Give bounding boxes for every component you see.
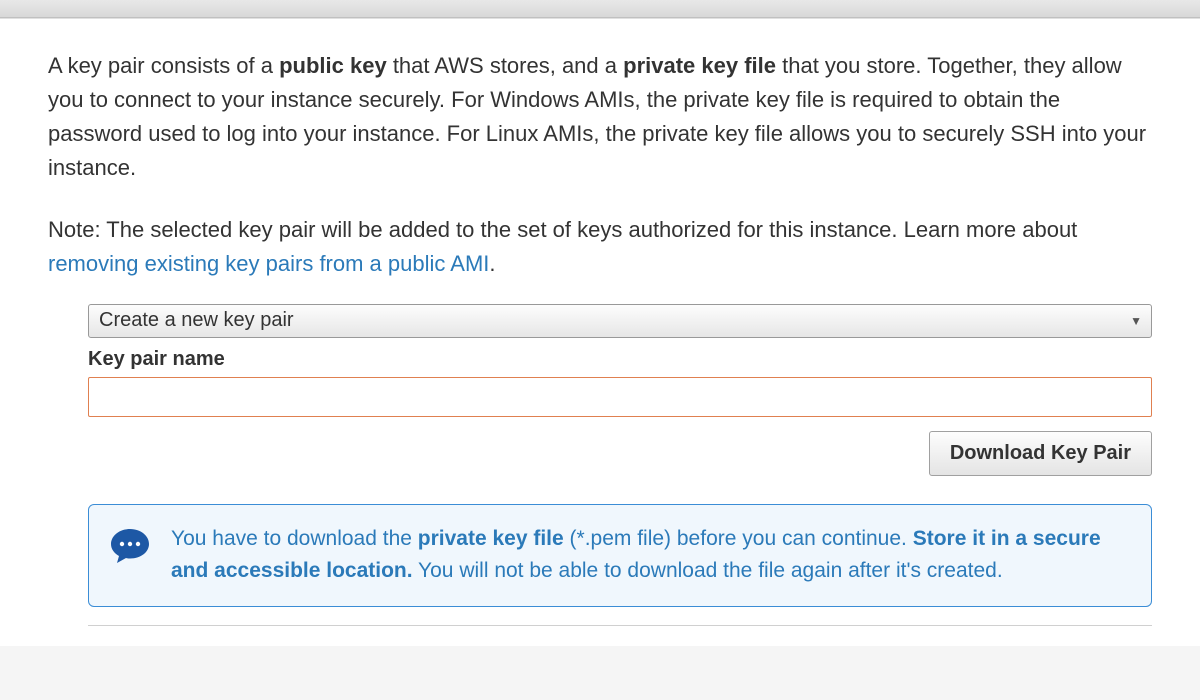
info-text-3: You will not be able to download the fil… bbox=[413, 559, 1003, 582]
desc-text-1: A key pair consists of a bbox=[48, 53, 279, 78]
form-area: Create a new key pair ▼ Key pair name Do… bbox=[48, 304, 1152, 626]
window-top-bar bbox=[0, 0, 1200, 18]
info-alert: You have to download the private key fil… bbox=[88, 504, 1152, 607]
note-paragraph: Note: The selected key pair will be adde… bbox=[48, 213, 1152, 281]
desc-text-2: that AWS stores, and a bbox=[387, 53, 623, 78]
button-row: Download Key Pair bbox=[88, 431, 1152, 476]
info-text-2: (*.pem file) before you can continue. bbox=[564, 527, 913, 550]
download-keypair-button[interactable]: Download Key Pair bbox=[929, 431, 1152, 476]
keypair-action-selected: Create a new key pair bbox=[99, 309, 294, 332]
chat-bubble-icon bbox=[109, 527, 151, 570]
note-suffix: . bbox=[489, 251, 495, 276]
note-prefix: Note: The selected key pair will be adde… bbox=[48, 217, 1077, 242]
keypair-description: A key pair consists of a public key that… bbox=[48, 49, 1152, 185]
keypair-action-select[interactable]: Create a new key pair bbox=[88, 304, 1152, 338]
info-text-1: You have to download the bbox=[171, 527, 418, 550]
remove-keypairs-link[interactable]: removing existing key pairs from a publi… bbox=[48, 251, 489, 276]
keypair-name-label: Key pair name bbox=[88, 348, 1152, 371]
bottom-divider bbox=[88, 625, 1152, 626]
info-message: You have to download the private key fil… bbox=[171, 523, 1127, 588]
desc-bold-public-key: public key bbox=[279, 53, 387, 78]
desc-bold-private-key-file: private key file bbox=[623, 53, 776, 78]
keypair-name-input[interactable] bbox=[88, 377, 1152, 417]
info-bold-private-key-file: private key file bbox=[418, 527, 564, 550]
keypair-action-select-wrapper: Create a new key pair ▼ bbox=[88, 304, 1152, 338]
dialog-content: A key pair consists of a public key that… bbox=[0, 18, 1200, 646]
